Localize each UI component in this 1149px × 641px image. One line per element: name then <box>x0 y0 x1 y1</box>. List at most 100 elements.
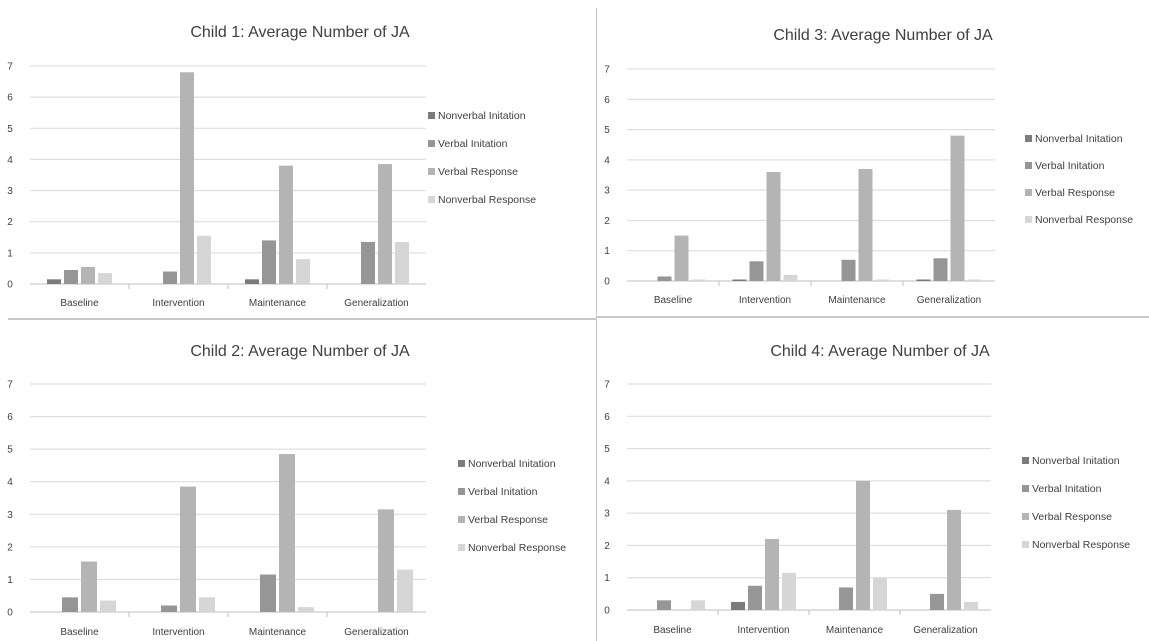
bar <box>691 600 705 610</box>
bar <box>691 279 706 281</box>
legend-swatch <box>1022 513 1029 520</box>
bar <box>197 235 211 284</box>
vertical-divider <box>596 8 597 641</box>
legend-label: Nonverbal Initation <box>1035 133 1123 145</box>
legend-label: Verbal Initation <box>1035 160 1105 172</box>
legend-label: Nonverbal Response <box>438 194 536 206</box>
x-category-label: Maintenance <box>249 627 307 638</box>
x-category-label: Baseline <box>654 295 693 306</box>
legend-swatch <box>1025 189 1032 196</box>
y-tick-label: 4 <box>7 477 13 488</box>
x-category-label: Maintenance <box>249 298 307 309</box>
bar <box>62 597 78 612</box>
bar <box>783 274 798 281</box>
y-tick-label: 7 <box>604 65 610 76</box>
y-tick-label: 0 <box>604 606 610 617</box>
chart-title: Child 2: Average Number of JA <box>190 343 410 360</box>
legend-label: Verbal Initation <box>468 486 538 498</box>
y-tick-label: 4 <box>604 476 610 487</box>
chart-panel-child-4: Child 4: Average Number of JA 0 1 2 3 4 5 6 7 Ba… <box>597 322 1149 641</box>
y-tick-label: 6 <box>604 95 610 106</box>
bar <box>199 597 215 612</box>
bar <box>361 241 375 284</box>
x-category-label: Generalization <box>344 298 408 309</box>
y-tick-label: 1 <box>604 573 610 584</box>
y-tick-label: 1 <box>604 246 610 257</box>
x-category-label: Generalization <box>913 625 977 636</box>
legend-label: Nonverbal Initation <box>468 458 556 470</box>
bar <box>245 279 259 284</box>
bar <box>930 593 944 610</box>
y-tick-label: 6 <box>7 412 13 423</box>
x-category-label: Intervention <box>152 298 204 309</box>
bar <box>766 171 781 281</box>
bar <box>64 269 78 284</box>
bar <box>279 454 295 612</box>
y-tick-label: 4 <box>604 155 610 166</box>
legend-label: Verbal Initation <box>438 138 508 150</box>
legend-label: Verbal Response <box>1032 511 1112 523</box>
bar <box>163 271 177 284</box>
chart-title: Child 1: Average Number of JA <box>190 24 410 41</box>
bar <box>732 279 747 281</box>
bar <box>933 258 948 281</box>
chart-svg-child-4: Child 4: Average Number of JA 0 1 2 3 4 5 6 7 Ba… <box>604 343 1130 636</box>
x-category-label: Generalization <box>344 627 408 638</box>
legend-label: Verbal Response <box>1035 187 1115 199</box>
chart-svg-child-3: Child 3: Average Number of JA 0 1 2 3 4 5 6 7 Ba… <box>604 27 1133 306</box>
bar <box>748 585 762 610</box>
bar <box>298 607 314 612</box>
legend-swatch <box>458 516 465 523</box>
x-category-label: Maintenance <box>826 625 884 636</box>
legend-label: Verbal Initation <box>1032 483 1102 495</box>
legend-label: Nonverbal Initation <box>438 110 526 122</box>
legend-swatch <box>428 112 435 119</box>
legend-label: Verbal Response <box>438 166 518 178</box>
legend-swatch <box>1025 216 1032 223</box>
y-tick-label: 7 <box>7 380 13 391</box>
bar <box>81 561 97 612</box>
chart-title: Child 4: Average Number of JA <box>770 343 990 360</box>
chart-panel-child-1: Child 1: Average Number of JA 0 1 2 3 4 5 6 7 Ba… <box>0 8 596 318</box>
y-tick-label: 6 <box>604 412 610 423</box>
legend-swatch <box>428 196 435 203</box>
y-tick-label: 5 <box>604 125 610 136</box>
y-tick-label: 1 <box>7 575 13 586</box>
y-tick-label: 3 <box>604 186 610 197</box>
bar <box>47 279 61 284</box>
chart-svg-child-1: Child 1: Average Number of JA 0 1 2 3 4 5 6 7 Ba… <box>7 24 536 309</box>
y-tick-label: 5 <box>7 445 13 456</box>
legend-swatch <box>1022 485 1029 492</box>
chart-panel-child-3: Child 3: Average Number of JA 0 1 2 3 4 5 6 7 Ba… <box>597 8 1149 318</box>
legend-swatch <box>428 140 435 147</box>
bar <box>657 600 671 610</box>
bar <box>161 605 177 612</box>
x-category-label: Intervention <box>152 627 204 638</box>
bar <box>765 538 779 610</box>
bar <box>378 164 392 284</box>
y-tick-label: 4 <box>7 155 13 166</box>
bar <box>378 509 394 612</box>
y-tick-label: 2 <box>604 216 610 227</box>
y-tick-label: 5 <box>604 444 610 455</box>
x-category-label: Generalization <box>917 295 981 306</box>
bar <box>782 572 796 610</box>
chart-title: Child 3: Average Number of JA <box>773 27 993 44</box>
chart-panel-child-2: Child 2: Average Number of JA 0 1 2 3 4 5 6 7 Ba… <box>0 322 596 641</box>
legend-swatch <box>1025 135 1032 142</box>
y-tick-label: 2 <box>604 541 610 552</box>
y-tick-label: 3 <box>604 509 610 520</box>
x-category-label: Intervention <box>737 625 789 636</box>
y-tick-label: 5 <box>7 124 13 135</box>
y-tick-label: 3 <box>7 510 13 521</box>
bar <box>950 135 965 281</box>
y-tick-label: 3 <box>7 186 13 197</box>
bar <box>964 601 978 610</box>
bar <box>657 276 672 281</box>
y-tick-label: 0 <box>604 277 610 288</box>
y-tick-label: 0 <box>7 608 13 619</box>
y-tick-label: 7 <box>604 380 610 391</box>
bar <box>98 273 112 284</box>
bar <box>856 480 870 610</box>
legend-swatch <box>1025 162 1032 169</box>
